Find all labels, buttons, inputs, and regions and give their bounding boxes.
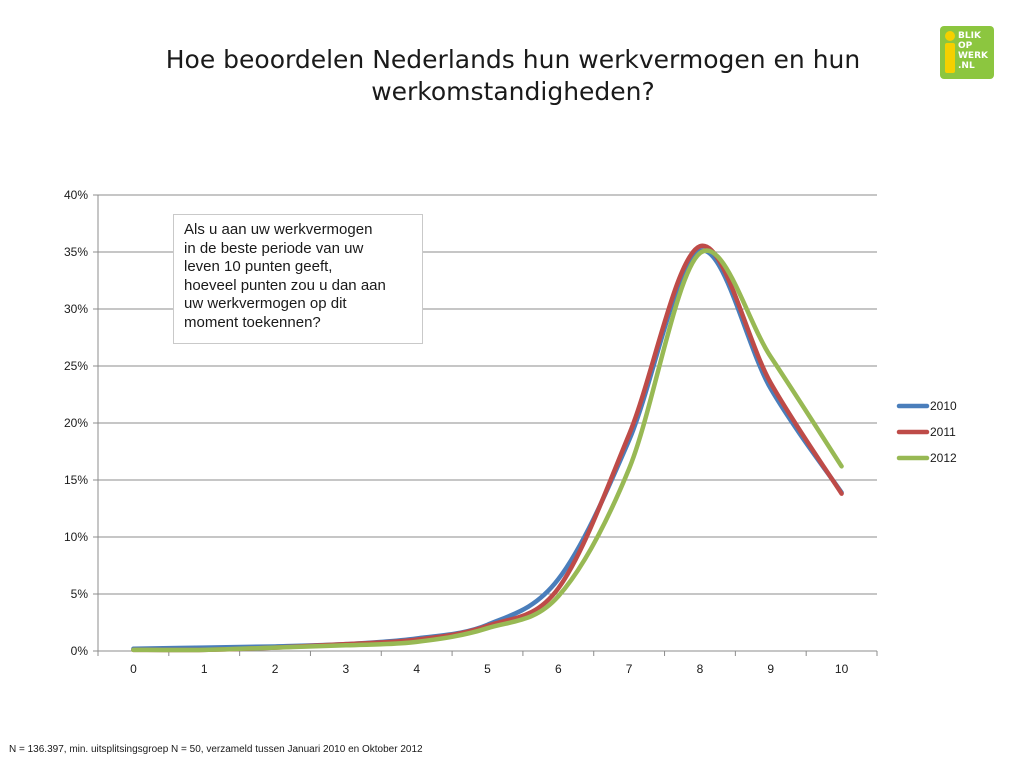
logo-line: OP — [958, 41, 973, 51]
blik-op-werk-logo: BLIK OP WERK .NL — [940, 26, 994, 79]
x-tick-label: 1 — [201, 662, 208, 676]
x-tick-label: 6 — [555, 662, 562, 676]
x-tick-label: 2 — [272, 662, 279, 676]
x-tick-label: 9 — [767, 662, 774, 676]
y-tick-label: 10% — [64, 530, 88, 544]
legend: 2010 2011 2012 — [896, 399, 957, 465]
y-tick-label: 15% — [64, 473, 88, 487]
y-tick-label: 30% — [64, 302, 88, 316]
legend-label: 2011 — [930, 425, 956, 439]
x-tick-label: 10 — [835, 662, 849, 676]
y-tick-label: 20% — [64, 416, 88, 430]
slide-title: Hoe beoordelen Nederlands hun werkvermog… — [165, 45, 861, 106]
y-tick-label: 0% — [71, 644, 89, 658]
logo-line: WERK — [958, 51, 988, 61]
x-tick-label: 7 — [626, 662, 633, 676]
series-lines — [131, 243, 844, 653]
y-tick-label: 35% — [64, 245, 88, 259]
x-tick-labels: 0 1 2 3 4 5 6 7 8 9 10 — [130, 662, 849, 676]
x-tick-label: 0 — [130, 662, 137, 676]
y-tick-label: 40% — [64, 188, 88, 202]
x-tick-label: 4 — [413, 662, 420, 676]
x-tick-label: 3 — [343, 662, 350, 676]
logo-figure-body — [945, 43, 955, 73]
y-tick-label: 5% — [71, 587, 89, 601]
legend-label: 2010 — [930, 399, 957, 413]
legend-label: 2012 — [930, 451, 957, 465]
footnote: N = 136.397, min. uitsplitsingsgroep N =… — [9, 744, 423, 755]
logo-wordmark: BLIK OP WERK .NL — [958, 31, 992, 71]
logo-figure-head — [945, 31, 955, 41]
logo-line: BLIK — [958, 31, 981, 41]
y-tick-labels: 0% 5% 10% 15% 20% 25% 30% 35% 40% — [64, 188, 88, 658]
y-tick-label: 25% — [64, 359, 88, 373]
question-annotation-box: Als u aan uw werkvermogen in de beste pe… — [173, 214, 423, 344]
x-tick-label: 8 — [697, 662, 704, 676]
gridlines — [98, 194, 877, 595]
x-tick-label: 5 — [484, 662, 491, 676]
logo-line: .NL — [958, 61, 975, 71]
